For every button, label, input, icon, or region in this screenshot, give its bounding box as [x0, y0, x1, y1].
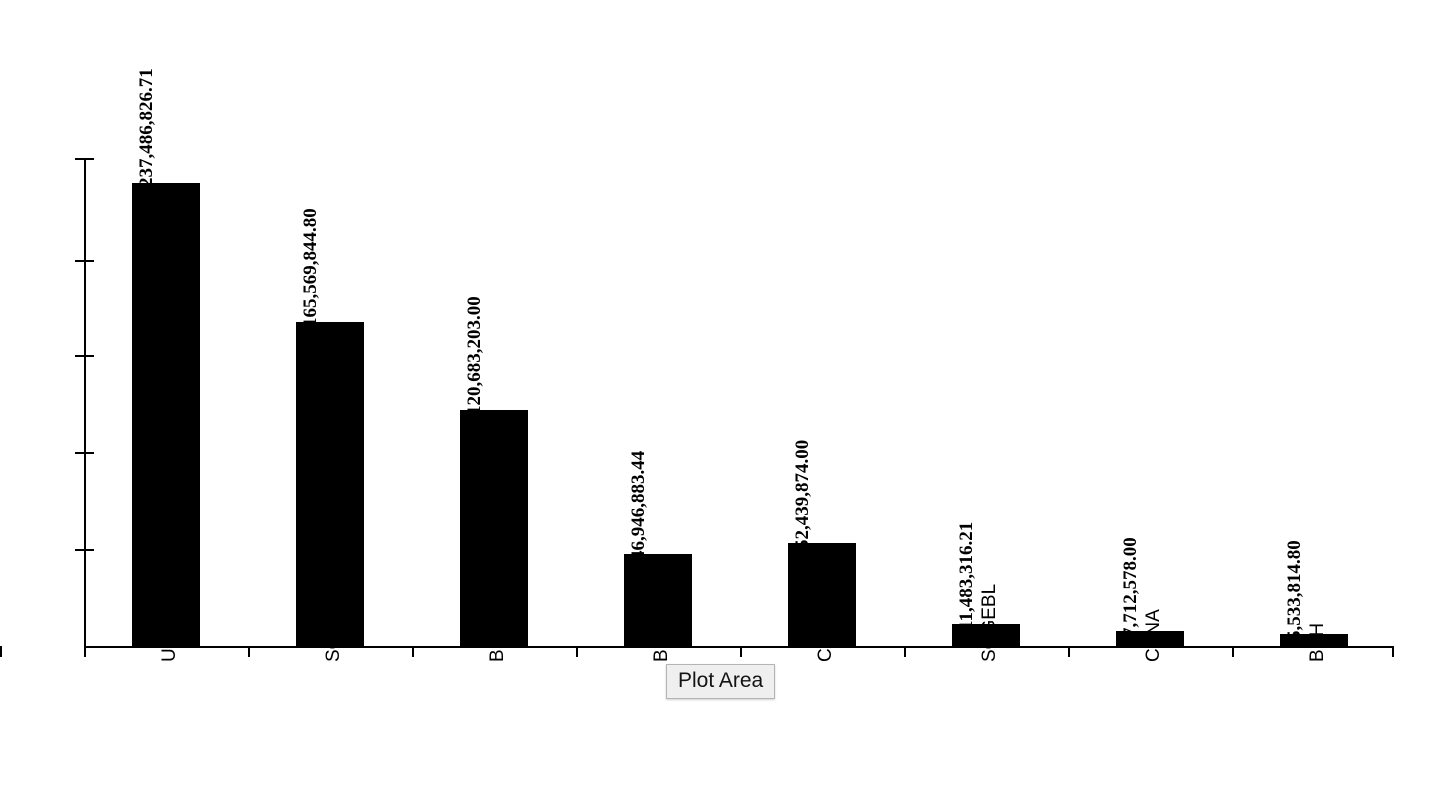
bar-unibk[interactable] [132, 183, 200, 647]
category-label-unibk: UNIBK [159, 603, 180, 662]
data-label-capitalbk: 52,439,874.00 [792, 439, 813, 549]
x-axis-line [84, 646, 1394, 648]
y-axis-line [84, 158, 86, 648]
bar-cbna[interactable] [1116, 631, 1184, 647]
x-axis-tick [0, 646, 2, 657]
bar-buh[interactable] [624, 554, 692, 647]
data-label-sogebk: 165,569,844.80 [300, 208, 321, 327]
data-label-sogebl: 11,483,316.21 [956, 521, 977, 630]
data-label-bnc: 120,683,203.00 [464, 296, 485, 415]
plot-area-tooltip: Plot Area [666, 664, 776, 700]
x-axis-tick [84, 646, 86, 657]
bar-bph[interactable] [1280, 634, 1348, 647]
category-label-sogebl: SOGEBL [979, 583, 1000, 662]
y-axis-tick [75, 158, 94, 160]
data-label-buh: 46,946,883.44 [628, 450, 649, 560]
x-axis-tick [1232, 646, 1234, 657]
data-label-unibk: 237,486,826.71 [136, 68, 157, 187]
x-axis-tick [412, 646, 414, 657]
y-axis-tick [75, 355, 94, 357]
data-label-cbna: 7,712,578.00 [1120, 537, 1141, 637]
x-axis-tick [576, 646, 578, 657]
bar-sogebl[interactable] [952, 624, 1020, 647]
y-axis-tick [75, 260, 94, 262]
bar-sogebk[interactable] [296, 322, 364, 647]
y-axis-tick [75, 452, 94, 454]
category-label-bnc: BNC [487, 621, 508, 662]
x-axis-tick [1068, 646, 1070, 657]
bar-capitalbk[interactable] [788, 543, 856, 647]
category-label-capitalbk: CAPITALBK [815, 558, 836, 662]
x-axis-tick [904, 646, 906, 657]
category-label-cbna: CBNA [1143, 609, 1164, 662]
y-axis-tick [75, 549, 94, 551]
x-axis-tick [248, 646, 250, 657]
bar-bnc[interactable] [460, 410, 528, 647]
category-label-bph: BPH [1307, 622, 1328, 662]
category-label-sogebk: SOGEBK [323, 581, 344, 662]
data-label-bph: 5,533,814.80 [1284, 540, 1305, 640]
x-axis-tick [740, 646, 742, 657]
x-axis-tick [1392, 646, 1394, 657]
category-label-buh: BUH [651, 621, 672, 662]
